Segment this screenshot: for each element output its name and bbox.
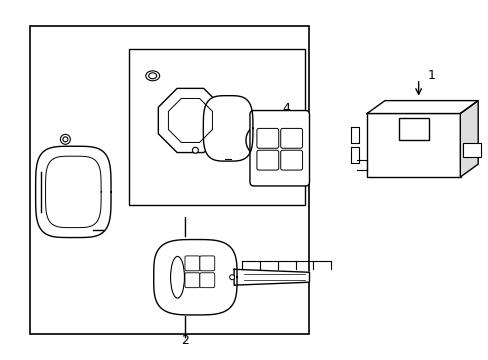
Ellipse shape xyxy=(61,134,70,144)
Polygon shape xyxy=(153,239,237,315)
FancyBboxPatch shape xyxy=(200,273,214,288)
Bar xyxy=(129,49,304,205)
FancyBboxPatch shape xyxy=(249,111,309,186)
Bar xyxy=(366,113,460,177)
FancyBboxPatch shape xyxy=(280,150,302,170)
Bar xyxy=(30,26,309,334)
Polygon shape xyxy=(234,269,309,285)
Bar xyxy=(398,118,427,140)
FancyBboxPatch shape xyxy=(200,256,214,271)
FancyBboxPatch shape xyxy=(256,129,278,148)
Text: 1: 1 xyxy=(427,69,434,82)
Text: 3: 3 xyxy=(181,248,189,261)
FancyBboxPatch shape xyxy=(256,150,278,170)
Polygon shape xyxy=(366,100,477,113)
FancyBboxPatch shape xyxy=(280,129,302,148)
Polygon shape xyxy=(36,146,111,238)
Ellipse shape xyxy=(229,275,234,280)
Ellipse shape xyxy=(192,147,198,153)
Polygon shape xyxy=(459,100,477,177)
Bar xyxy=(462,143,480,157)
Polygon shape xyxy=(168,99,212,143)
Polygon shape xyxy=(45,156,101,228)
Ellipse shape xyxy=(145,71,160,81)
Ellipse shape xyxy=(245,126,267,154)
Text: 2: 2 xyxy=(181,334,189,347)
Polygon shape xyxy=(158,88,222,153)
Ellipse shape xyxy=(148,73,156,79)
Text: 4: 4 xyxy=(282,102,290,115)
Ellipse shape xyxy=(63,137,68,142)
FancyBboxPatch shape xyxy=(184,273,200,288)
Ellipse shape xyxy=(170,256,184,298)
FancyBboxPatch shape xyxy=(184,256,200,271)
Polygon shape xyxy=(203,96,252,161)
